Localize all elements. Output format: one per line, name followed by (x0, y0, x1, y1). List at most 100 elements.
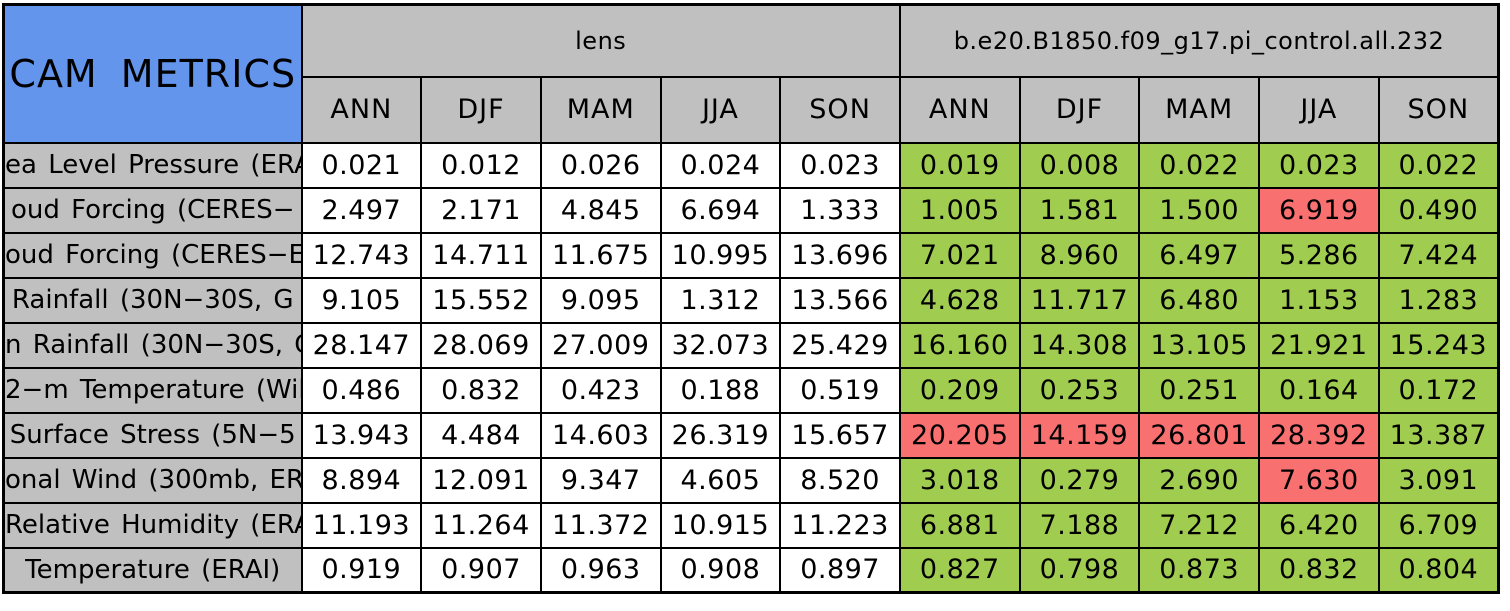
metric-cell-control: 16.160 (898, 321, 1021, 369)
metric-cell-lens: 14.603 (539, 411, 662, 459)
metric-cell-control: 1.500 (1138, 186, 1260, 234)
metric-cell-control: 0.279 (1018, 456, 1141, 504)
metric-cell-lens: 0.423 (539, 366, 662, 414)
metric-cell-control: 0.873 (1138, 546, 1260, 594)
metric-cell-lens: 13.566 (779, 276, 901, 324)
metric-cell-lens: 26.319 (659, 411, 782, 459)
metric-cell-lens: 15.657 (779, 411, 901, 459)
metric-cell-control: 13.387 (1377, 411, 1500, 459)
metric-cell-lens: 12.091 (420, 456, 542, 504)
metric-cell-lens: 11.223 (779, 501, 901, 549)
metric-cell-control: 0.022 (1138, 141, 1260, 189)
metric-cell-lens: 0.919 (300, 546, 423, 594)
metric-cell-control: 0.804 (1377, 546, 1500, 594)
metric-cell-lens: 27.009 (539, 321, 662, 369)
col-header-lens-ann: ANN (300, 75, 423, 144)
metric-cell-control: 0.832 (1258, 546, 1380, 594)
metric-cell-control: 2.690 (1138, 456, 1260, 504)
metric-cell-lens: 9.105 (300, 276, 423, 324)
metric-cell-lens: 15.552 (420, 276, 542, 324)
metric-cell-lens: 0.907 (420, 546, 542, 594)
metric-cell-lens: 0.519 (779, 366, 901, 414)
metric-cell-lens: 1.312 (659, 276, 782, 324)
metric-cell-control: 0.798 (1018, 546, 1141, 594)
metric-cell-control: 1.005 (898, 186, 1021, 234)
table-row: Relative Humidity (ERAI 11.193 11.264 11.37… (2, 501, 1500, 549)
row-label: Surface Stress (5N−5 (2, 411, 303, 459)
metric-cell-lens: 14.711 (420, 231, 542, 279)
metric-cell-lens: 0.897 (779, 546, 901, 594)
metric-cell-control: 6.420 (1258, 501, 1380, 549)
metric-cell-control: 0.827 (898, 546, 1021, 594)
metric-cell-control: 6.919 (1258, 186, 1380, 234)
metric-cell-lens: 8.520 (779, 456, 901, 504)
metric-cell-control: 4.628 (898, 276, 1021, 324)
metric-cell-control: 15.243 (1377, 321, 1500, 369)
metric-cell-lens: 11.264 (420, 501, 542, 549)
metric-cell-lens: 9.347 (539, 456, 662, 504)
season-header-row: ANN DJF MAM JJA SON ANN DJF MAM JJA SON (4, 75, 1500, 144)
metric-cell-control: 6.497 (1138, 231, 1260, 279)
metric-cell-lens: 10.995 (659, 231, 782, 279)
table-row: Temperature (ERAI) 0.919 0.907 0.963 0.908 0.… (2, 546, 1500, 594)
row-label: 2−m Temperature (Wil (2, 366, 303, 414)
metric-cell-lens: 0.908 (659, 546, 782, 594)
metric-cell-control: 0.164 (1258, 366, 1380, 414)
cam-metrics-table: CAM METRICS lens b.e20.B1850.f09_g17.pi_… (2, 3, 1500, 594)
metric-cell-lens: 25.429 (779, 321, 901, 369)
table-row: Rainfall (30N−30S, G 9.105 15.552 9.095 1.31… (2, 276, 1500, 324)
table-row: 2−m Temperature (Wil 0.486 0.832 0.423 0.188… (2, 366, 1500, 414)
metric-cell-control: 1.283 (1377, 276, 1500, 324)
metric-cell-lens: 0.023 (779, 141, 901, 189)
metric-cell-lens: 0.486 (300, 366, 423, 414)
metric-cell-lens: 9.095 (539, 276, 662, 324)
metric-cell-lens: 11.675 (539, 231, 662, 279)
table-title: CAM METRICS (2, 3, 303, 144)
metric-cell-lens: 0.832 (420, 366, 542, 414)
row-label: oud Forcing (CERES−E (2, 231, 303, 279)
metric-cell-lens: 13.696 (779, 231, 901, 279)
metric-cell-control: 21.921 (1258, 321, 1380, 369)
metric-cell-control: 0.209 (898, 366, 1021, 414)
group-header-lens: lens (300, 3, 901, 78)
col-header-lens-djf: DJF (420, 75, 542, 144)
metric-cell-control: 1.153 (1258, 276, 1380, 324)
metric-cell-control: 0.172 (1377, 366, 1500, 414)
metric-cell-control: 0.022 (1377, 141, 1500, 189)
row-label: onal Wind (300mb, ERA (2, 456, 303, 504)
metric-cell-lens: 0.963 (539, 546, 662, 594)
metric-cell-control: 14.159 (1018, 411, 1141, 459)
row-label: oud Forcing (CERES− (2, 186, 303, 234)
col-header-control-son: SON (1377, 75, 1500, 144)
table-row: onal Wind (300mb, ERA 8.894 12.091 9.347 4.6… (2, 456, 1500, 504)
metric-cell-lens: 0.012 (420, 141, 542, 189)
metric-cell-control: 13.105 (1138, 321, 1260, 369)
metric-cell-control: 20.205 (898, 411, 1021, 459)
group-header-control-run: b.e20.B1850.f09_g17.pi_control.all.232 (898, 3, 1500, 78)
metric-cell-lens: 4.845 (539, 186, 662, 234)
metric-cell-lens: 6.694 (659, 186, 782, 234)
metric-cell-control: 1.581 (1018, 186, 1141, 234)
table-row: ea Level Pressure (ERA 0.021 0.012 0.026 0.0… (2, 141, 1500, 189)
metric-cell-lens: 0.024 (659, 141, 782, 189)
metric-cell-control: 5.286 (1258, 231, 1380, 279)
metric-cell-lens: 28.069 (420, 321, 542, 369)
metric-cell-control: 0.253 (1018, 366, 1141, 414)
metric-cell-control: 7.424 (1377, 231, 1500, 279)
metric-cell-lens: 2.497 (300, 186, 423, 234)
metric-cell-control: 7.212 (1138, 501, 1260, 549)
table-row: oud Forcing (CERES−E 12.743 14.711 11.675 10… (2, 231, 1500, 279)
metric-cell-control: 3.018 (898, 456, 1021, 504)
metric-cell-lens: 10.915 (659, 501, 782, 549)
metric-cell-control: 0.008 (1018, 141, 1141, 189)
table-row: Surface Stress (5N−5 13.943 4.484 14.603 26.… (2, 411, 1500, 459)
metric-cell-control: 14.308 (1018, 321, 1141, 369)
metric-cell-control: 6.480 (1138, 276, 1260, 324)
metric-cell-control: 11.717 (1018, 276, 1141, 324)
metric-cell-control: 8.960 (1018, 231, 1141, 279)
table-row: oud Forcing (CERES− 2.497 2.171 4.845 6.694 1… (2, 186, 1500, 234)
row-label: Relative Humidity (ERAI (2, 501, 303, 549)
col-header-control-djf: DJF (1018, 75, 1141, 144)
metric-cell-lens: 11.372 (539, 501, 662, 549)
col-header-control-ann: ANN (898, 75, 1021, 144)
